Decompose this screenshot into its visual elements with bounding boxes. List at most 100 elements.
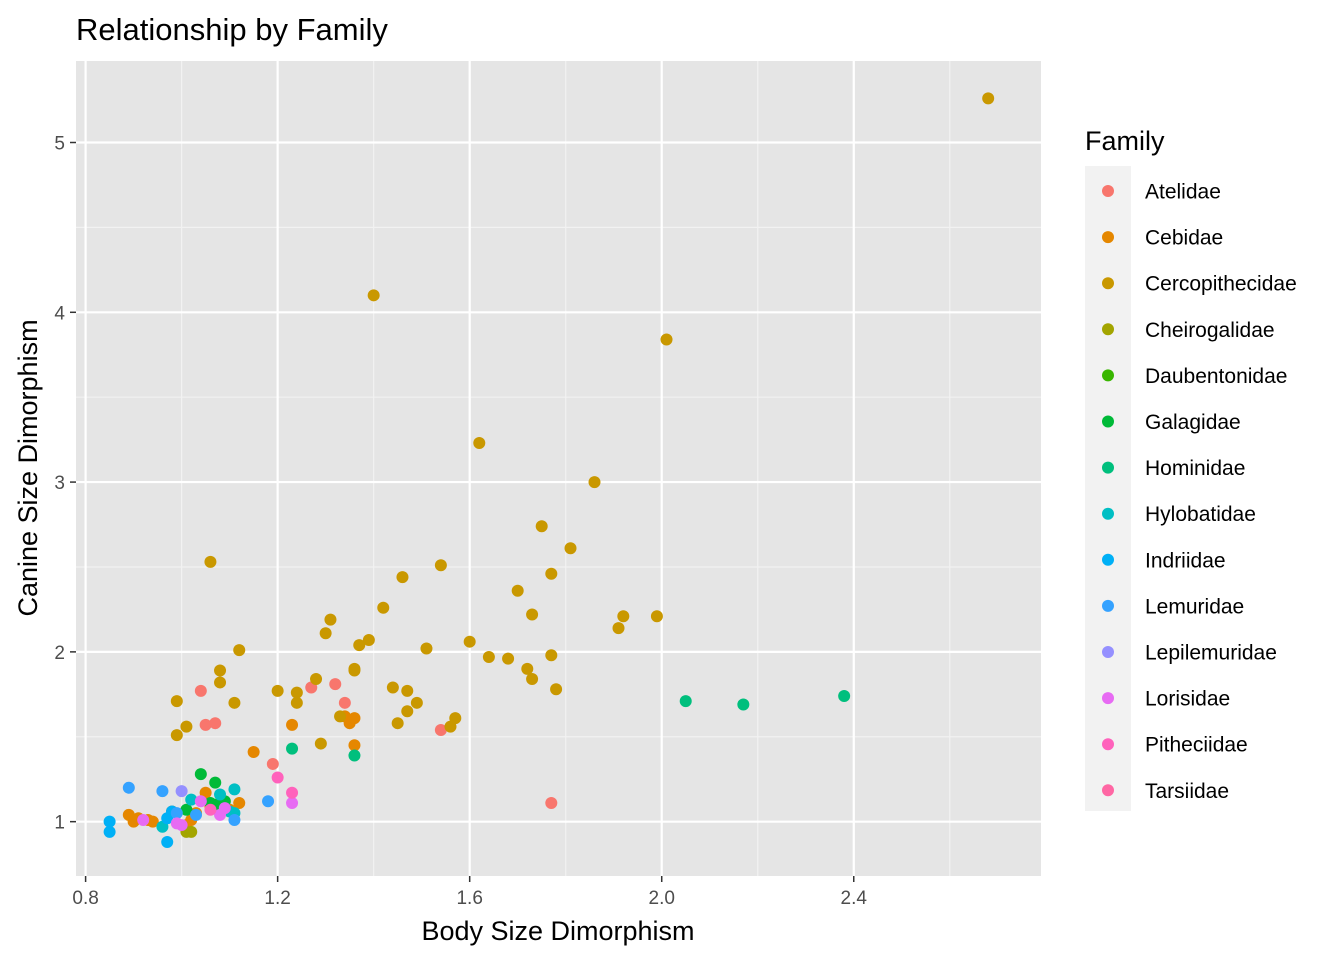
data-point-cercopithecidae <box>502 652 515 665</box>
legend-label-tarsiidae: Tarsiidae <box>1145 780 1229 803</box>
y-tick-label: 5 <box>54 134 65 155</box>
legend-title: Family <box>1085 126 1165 156</box>
legend-item-hylobatidae: Hylobatidae <box>1102 503 1256 526</box>
data-point-pitheciidae <box>204 803 217 816</box>
data-point-cercopithecidae <box>550 683 563 696</box>
y-tick-label: 1 <box>54 813 65 834</box>
legend-item-cercopithecidae: Cercopithecidae <box>1102 273 1297 296</box>
data-point-lorisidae <box>175 819 188 832</box>
data-point-cheirogalidae <box>185 825 198 838</box>
legend-label-hominidae: Hominidae <box>1145 457 1245 480</box>
data-point-cercopithecidae <box>314 737 327 750</box>
x-tick-label: 2.0 <box>649 888 675 909</box>
data-point-cebidae <box>286 718 299 731</box>
data-point-hominidae <box>838 690 851 703</box>
data-point-cercopithecidae <box>214 676 227 689</box>
legend-key-lemuridae <box>1102 599 1114 612</box>
data-point-cercopithecidae <box>348 664 361 677</box>
data-point-cercopithecidae <box>410 696 423 709</box>
legend-item-cebidae: Cebidae <box>1102 227 1223 250</box>
data-point-cercopithecidae <box>526 673 539 686</box>
data-point-cercopithecidae <box>290 686 303 699</box>
data-point-cercopithecidae <box>290 696 303 709</box>
data-point-cercopithecidae <box>334 710 347 723</box>
legend-item-atelidae: Atelidae <box>1102 181 1221 204</box>
data-point-cercopithecidae <box>319 627 332 640</box>
data-point-indriidae <box>161 836 174 849</box>
legend-key-hominidae <box>1102 461 1114 474</box>
data-point-cercopithecidae <box>482 650 495 663</box>
legend-label-pitheciidae: Pitheciidae <box>1145 734 1248 757</box>
legend-item-indriidae: Indriidae <box>1102 549 1226 572</box>
data-point-cercopithecidae <box>377 601 390 614</box>
legend-item-cheirogalidae: Cheirogalidae <box>1102 319 1275 342</box>
data-point-cercopithecidae <box>650 610 663 623</box>
data-point-lorisidae <box>218 802 231 815</box>
data-point-indriidae <box>103 825 116 838</box>
data-point-lorisidae <box>194 795 207 808</box>
data-point-cercopithecidae <box>310 673 323 686</box>
legend-label-atelidae: Atelidae <box>1145 181 1221 204</box>
legend-label-lepilemuridae: Lepilemuridae <box>1145 642 1277 665</box>
legend-key-cheirogalidae <box>1102 323 1114 336</box>
data-point-indriidae <box>103 815 116 828</box>
legend-label-cercopithecidae: Cercopithecidae <box>1145 273 1297 296</box>
data-point-cebidae <box>247 746 260 759</box>
minor-gridlines <box>76 61 1041 876</box>
data-point-hominidae <box>679 695 692 708</box>
data-point-pitheciidae <box>271 771 284 784</box>
chart-title: Relationship by Family <box>76 12 388 47</box>
legend-item-lepilemuridae: Lepilemuridae <box>1102 642 1277 665</box>
data-point-cercopithecidae <box>564 542 577 555</box>
legend-item-hominidae: Hominidae <box>1102 457 1245 480</box>
data-point-cercopithecidae <box>660 333 673 346</box>
legend-key-lorisidae <box>1102 692 1114 705</box>
legend-item-lemuridae: Lemuridae <box>1102 595 1244 618</box>
data-point-cercopithecidae <box>521 662 534 675</box>
data-point-lemuridae <box>156 785 169 798</box>
data-point-atelidae <box>209 717 222 730</box>
data-point-cercopithecidae <box>362 633 375 646</box>
data-point-cercopithecidae <box>228 696 241 709</box>
legend-label-lorisidae: Lorisidae <box>1145 688 1230 711</box>
legend-label-cebidae: Cebidae <box>1145 227 1223 250</box>
legend-key-hylobatidae <box>1102 507 1114 520</box>
data-point-lepilemuridae <box>175 785 188 798</box>
legend-label-hylobatidae: Hylobatidae <box>1145 503 1256 526</box>
data-point-cercopithecidae <box>353 639 366 652</box>
data-point-cercopithecidae <box>511 584 524 597</box>
legend-label-indriidae: Indriidae <box>1145 549 1226 572</box>
legend-label-galagidae: Galagidae <box>1145 411 1241 434</box>
data-point-galagidae <box>209 776 222 789</box>
y-axis: 1 2 3 4 5 <box>54 134 76 834</box>
data-point-lemuridae <box>170 807 183 820</box>
data-point-cercopithecidae <box>324 613 337 626</box>
data-point-cercopithecidae <box>526 608 539 621</box>
legend-item-tarsiidae: Tarsiidae <box>1102 780 1229 803</box>
data-point-cercopithecidae <box>434 559 447 572</box>
legend-item-lorisidae: Lorisidae <box>1102 688 1230 711</box>
data-point-hylobatidae <box>228 783 241 796</box>
plot-panel <box>76 61 1041 876</box>
data-point-cercopithecidae <box>617 610 630 623</box>
data-point-cercopithecidae <box>449 712 462 725</box>
data-point-hominidae <box>737 698 750 711</box>
data-point-cercopithecidae <box>545 567 558 580</box>
data-point-hominidae <box>286 742 299 755</box>
data-point-cercopithecidae <box>545 649 558 662</box>
data-point-cercopithecidae <box>386 681 399 694</box>
data-points <box>103 92 995 849</box>
data-point-cebidae <box>146 815 159 828</box>
data-point-pitheciidae <box>286 786 299 799</box>
data-point-cercopithecidae <box>982 92 995 105</box>
data-point-lorisidae <box>286 796 299 809</box>
legend-key-galagidae <box>1102 415 1114 428</box>
data-point-lemuridae <box>228 813 241 826</box>
data-point-cercopithecidae <box>463 635 476 648</box>
data-point-cercopithecidae <box>401 684 414 697</box>
data-point-atelidae <box>545 796 558 809</box>
legend-key-cebidae <box>1102 231 1114 244</box>
data-point-galagidae <box>194 768 207 781</box>
data-point-cercopithecidae <box>588 476 601 489</box>
